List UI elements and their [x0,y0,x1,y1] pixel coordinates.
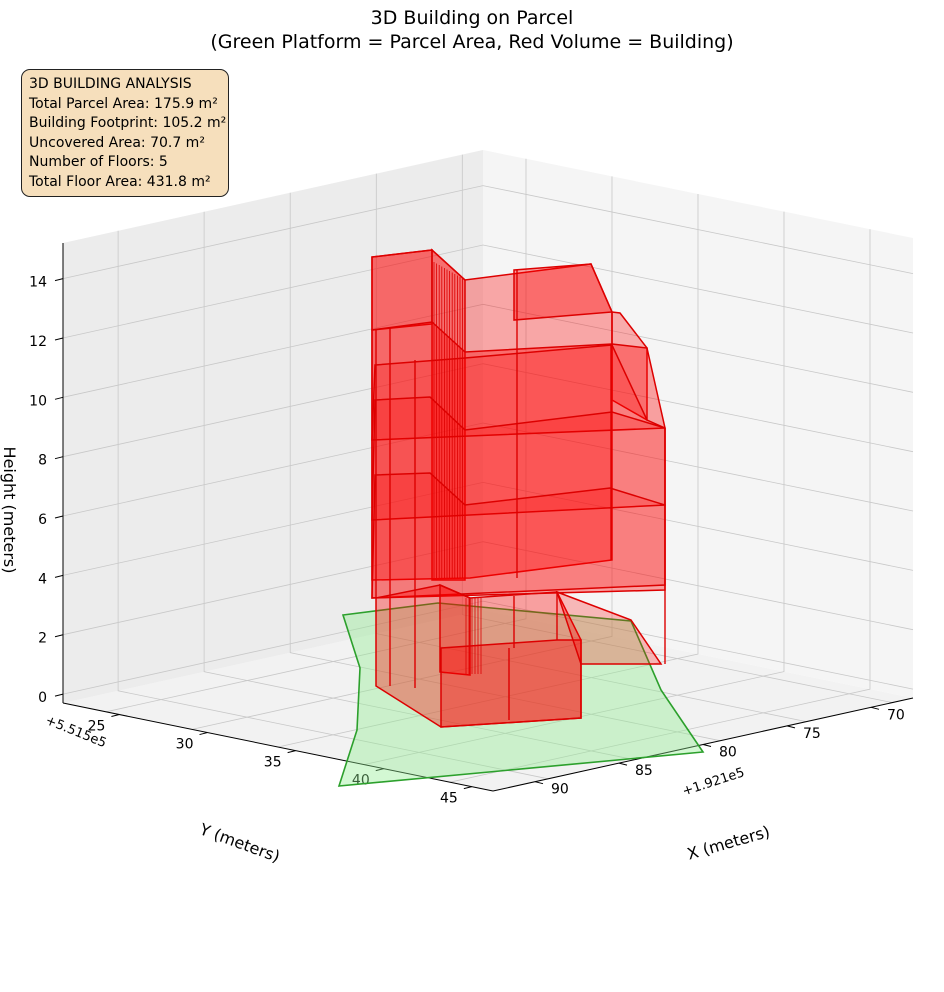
y-grid-line [203,211,635,761]
z-tick-mark [54,574,64,578]
info-heading: 3D BUILDING ANALYSIS [29,76,192,92]
y-tick-label: 45 [440,791,458,807]
z-tick-mark [54,337,64,341]
x-axis-label: X (meters) [685,822,772,864]
z-grid-line [62,303,914,398]
z-tick-mark [54,396,64,400]
x-tick-mark [534,781,544,785]
building-front-face [371,321,666,599]
floor-slab [371,472,666,599]
y-axis-label: Y (meters) [196,819,282,866]
y-tick-mark [463,786,472,790]
y-tick-mark [287,750,296,754]
building-top-face [371,249,433,331]
z-tick-mark [54,515,64,519]
building-lower-curve [439,583,471,676]
z-grid-line [62,541,914,636]
x-offset-label: +1.921e5 [681,765,747,799]
x-grid-line [277,194,699,748]
y-tick-label: 35 [264,755,282,771]
z-tick-mark [54,456,64,460]
info-floors: Number of Floors: 5 [29,154,168,171]
parcel-polygon [337,602,705,787]
building-lower-side [555,590,663,665]
z-grid-line [62,600,914,695]
x-grid-line [105,158,527,713]
z-tick-mark [54,278,64,282]
z-tick-label: 14 [29,275,47,291]
floor-slab [371,396,666,521]
y-tick-label: 25 [88,719,106,735]
z-grid-line [62,363,914,458]
z-grid-line [62,422,914,517]
info-parcel-area: Total Parcel Area: 175.9 m² [29,95,218,112]
z-tick-mark [54,634,64,638]
x-tick-label: 90 [551,782,569,798]
parcel-platform [337,602,705,787]
y-grid-line [117,230,549,780]
floor-slab [371,344,666,441]
analysis-info-box: 3D BUILDING ANALYSIS Total Parcel Area: … [21,69,229,197]
y-tick-mark [199,732,208,736]
info-footprint: Building Footprint: 105.2 m² [29,115,227,132]
x-axis-line [62,702,494,792]
x-tick-label: 70 [887,707,905,723]
z-grid-line [62,244,914,339]
x-tick-mark [618,762,628,766]
building-volume [371,248,666,728]
x-tick-label: 80 [719,745,737,761]
info-floor-area: Total Floor Area: 431.8 m² [29,173,211,190]
z-grid-line [62,481,914,576]
x-tick-label: 85 [635,763,653,779]
building-side-face [611,311,648,422]
z-tick-label: 0 [38,690,47,706]
x-grid-line [363,211,785,765]
x-tick-mark [702,744,712,747]
z-grid-line [62,185,914,279]
chart-title: 3D Building on Parcel [370,7,574,29]
x-tick-mark [870,706,880,710]
x-tick-label: 75 [803,726,821,742]
chart-subtitle: (Green Platform = Parcel Area, Red Volum… [210,31,734,53]
z-tick-label: 6 [38,512,47,528]
building-lower-front [440,639,582,728]
y-grid-line [289,192,721,742]
z-tick-label: 12 [29,334,47,350]
z-tick-label: 2 [38,631,47,647]
z-axis-label: Height (meters) [0,447,19,574]
y-tick-mark [375,768,384,772]
info-uncovered: Uncovered Area: 70.7 m² [29,134,205,151]
z-tick-mark [54,693,64,697]
y-tick-label: 30 [176,737,194,753]
y-tick-mark [111,714,120,718]
z-tick-label: 4 [38,571,47,587]
x-tick-mark [786,725,796,729]
z-tick-label: 10 [29,393,47,409]
z-tick-label: 8 [38,453,47,469]
x-grid-line [449,229,871,783]
